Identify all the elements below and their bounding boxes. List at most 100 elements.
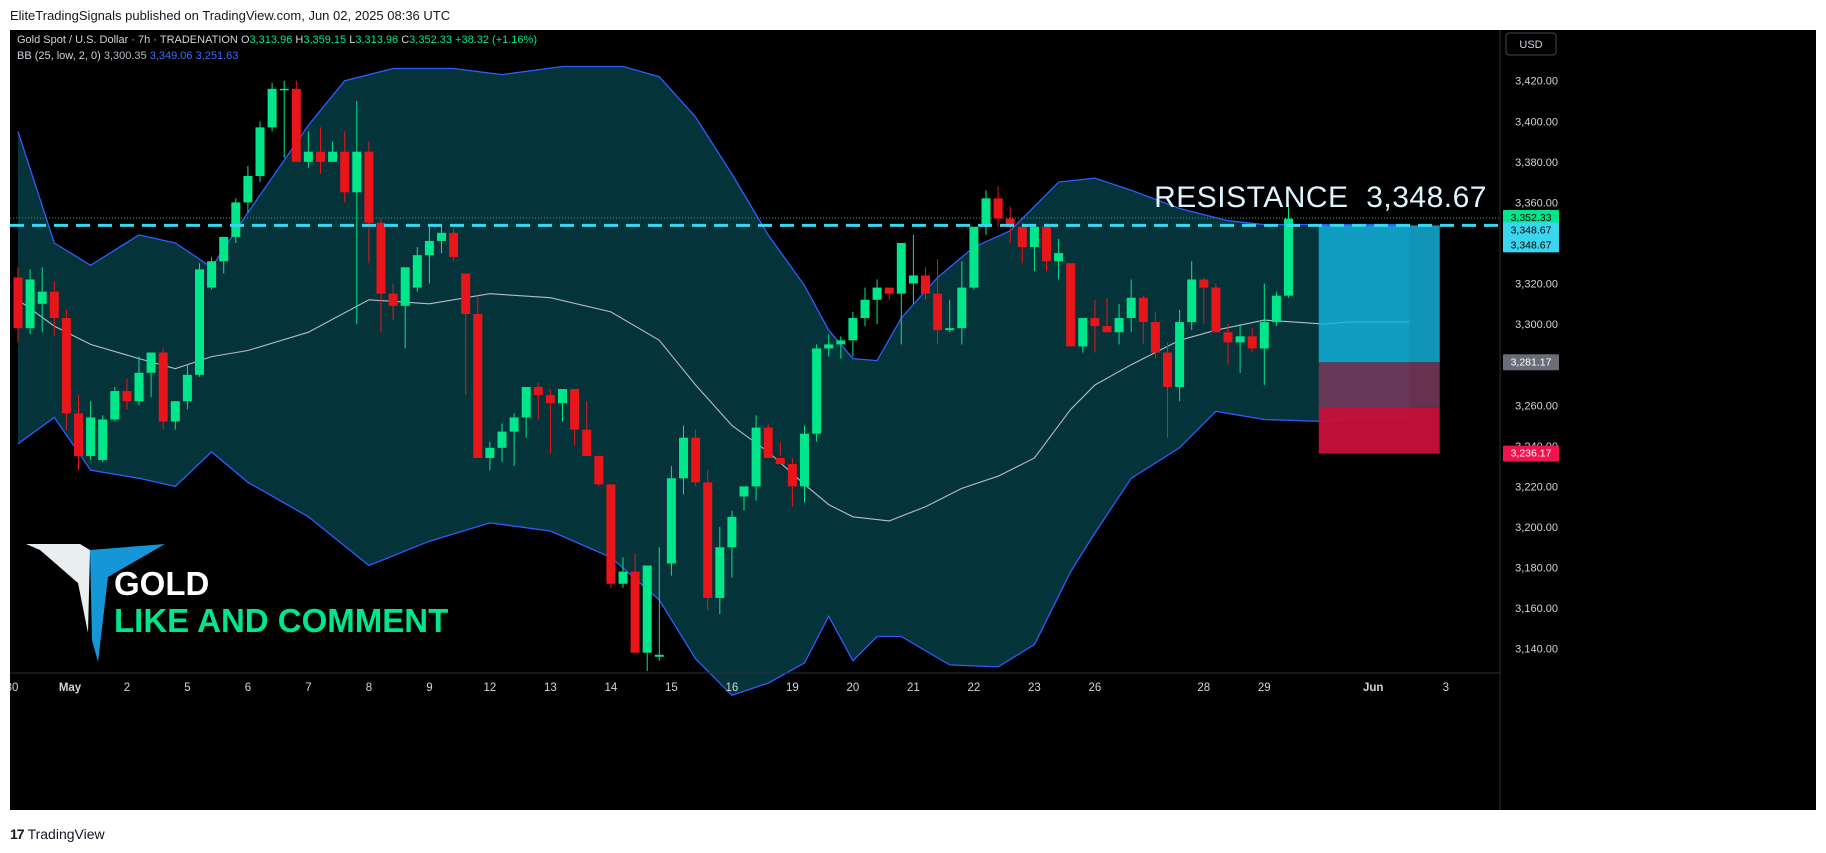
candle-body[interactable] — [1066, 263, 1076, 347]
candle-body[interactable] — [1114, 318, 1124, 333]
candle-body[interactable] — [1271, 295, 1281, 323]
candle-body[interactable] — [679, 437, 688, 479]
candle-body[interactable] — [158, 352, 168, 422]
candle-body[interactable] — [291, 88, 301, 162]
candle-body[interactable] — [1247, 336, 1257, 349]
candle-body[interactable] — [606, 484, 616, 584]
candle-body[interactable] — [1199, 279, 1209, 288]
candle-body[interactable] — [582, 429, 592, 456]
candle-body[interactable] — [207, 261, 217, 288]
candle-body[interactable] — [618, 571, 628, 584]
candle-body[interactable] — [98, 419, 108, 461]
candle-body[interactable] — [25, 279, 35, 329]
candle-body[interactable] — [1259, 322, 1269, 349]
candle-body[interactable] — [872, 287, 882, 300]
candle-body[interactable] — [654, 654, 664, 657]
candle-body[interactable] — [509, 417, 519, 432]
candle-body[interactable] — [1042, 226, 1051, 262]
candle-body[interactable] — [570, 389, 580, 430]
candle-body[interactable] — [279, 88, 289, 91]
candle-body[interactable] — [255, 127, 265, 177]
candle-body[interactable] — [533, 386, 543, 396]
candle-body[interactable] — [908, 275, 918, 284]
candle-body[interactable] — [13, 277, 23, 329]
candle-body[interactable] — [775, 457, 785, 465]
candle-body[interactable] — [727, 516, 737, 548]
candle-body[interactable] — [243, 176, 253, 203]
candle-body[interactable] — [921, 275, 930, 294]
candle-body[interactable] — [1187, 279, 1197, 323]
candle-body[interactable] — [715, 547, 725, 598]
candle-body[interactable] — [1078, 318, 1088, 347]
candle-body[interactable] — [352, 151, 362, 193]
candle-body[interactable] — [86, 417, 96, 456]
candle-body[interactable] — [303, 151, 313, 162]
candle-body[interactable] — [182, 374, 192, 402]
candle-body[interactable] — [1211, 287, 1221, 333]
candle-body[interactable] — [364, 151, 374, 223]
candle-body[interactable] — [340, 151, 350, 193]
price-chart[interactable]: RESISTANCE 3,348.67 3,140.00 3,160.00 3,180… — [10, 30, 1816, 810]
candle-body[interactable] — [848, 318, 858, 341]
candle-body[interactable] — [1138, 297, 1148, 323]
candle-body[interactable] — [969, 226, 979, 288]
candle-body[interactable] — [1163, 352, 1172, 387]
candle-body[interactable] — [957, 287, 967, 329]
candle-body[interactable] — [1054, 253, 1064, 262]
candle-body[interactable] — [630, 571, 640, 653]
candle-body[interactable] — [110, 391, 120, 420]
candle-body[interactable] — [376, 222, 386, 294]
candle-body[interactable] — [521, 386, 531, 418]
candle-body[interactable] — [74, 413, 83, 456]
candle-body[interactable] — [1284, 218, 1293, 296]
candle-body[interactable] — [993, 198, 1003, 219]
candle-body[interactable] — [37, 291, 47, 304]
candle-body[interactable] — [824, 344, 834, 349]
candle-body[interactable] — [763, 427, 773, 458]
candle-body[interactable] — [473, 313, 483, 458]
candle-body[interactable] — [642, 565, 652, 653]
candle-body[interactable] — [267, 88, 277, 128]
candle-body[interactable] — [1235, 336, 1245, 343]
candle-body[interactable] — [195, 269, 204, 375]
candle-body[interactable] — [836, 340, 846, 345]
candle-body[interactable] — [896, 242, 906, 294]
candle-body[interactable] — [594, 455, 604, 485]
candle-body[interactable] — [1150, 322, 1160, 353]
candle-body[interactable] — [812, 348, 822, 434]
candle-body[interactable] — [1017, 226, 1027, 248]
candle-body[interactable] — [61, 318, 71, 414]
candle-body[interactable] — [800, 433, 809, 487]
candle-body[interactable] — [1029, 226, 1039, 248]
candle-body[interactable] — [170, 401, 180, 422]
candle-body[interactable] — [485, 447, 495, 458]
candle-body[interactable] — [461, 273, 471, 314]
candle-body[interactable] — [691, 437, 701, 483]
candle-body[interactable] — [231, 202, 241, 237]
candle-body[interactable] — [884, 287, 894, 294]
candle-body[interactable] — [1102, 326, 1112, 333]
candle-body[interactable] — [751, 427, 761, 487]
candle-body[interactable] — [400, 267, 410, 306]
candle-body[interactable] — [703, 482, 713, 598]
candle-body[interactable] — [1090, 318, 1100, 327]
candle-body[interactable] — [981, 198, 991, 227]
candle-body[interactable] — [739, 486, 749, 497]
candle-body[interactable] — [449, 232, 459, 258]
candle-body[interactable] — [933, 293, 943, 331]
candle-body[interactable] — [545, 395, 555, 404]
candle-body[interactable] — [1005, 218, 1015, 227]
candle-body[interactable] — [328, 151, 338, 162]
candle-body[interactable] — [134, 372, 144, 402]
candle-body[interactable] — [945, 328, 955, 331]
candle-body[interactable] — [219, 236, 229, 262]
candle-body[interactable] — [1126, 297, 1136, 319]
candle-body[interactable] — [388, 293, 398, 306]
candle-body[interactable] — [860, 299, 870, 319]
candle-body[interactable] — [1175, 322, 1185, 387]
candle-body[interactable] — [787, 464, 797, 487]
candle-body[interactable] — [1223, 332, 1233, 343]
candle-body[interactable] — [437, 232, 446, 241]
candle-body[interactable] — [412, 255, 422, 288]
currency-button[interactable] — [1505, 32, 1557, 56]
